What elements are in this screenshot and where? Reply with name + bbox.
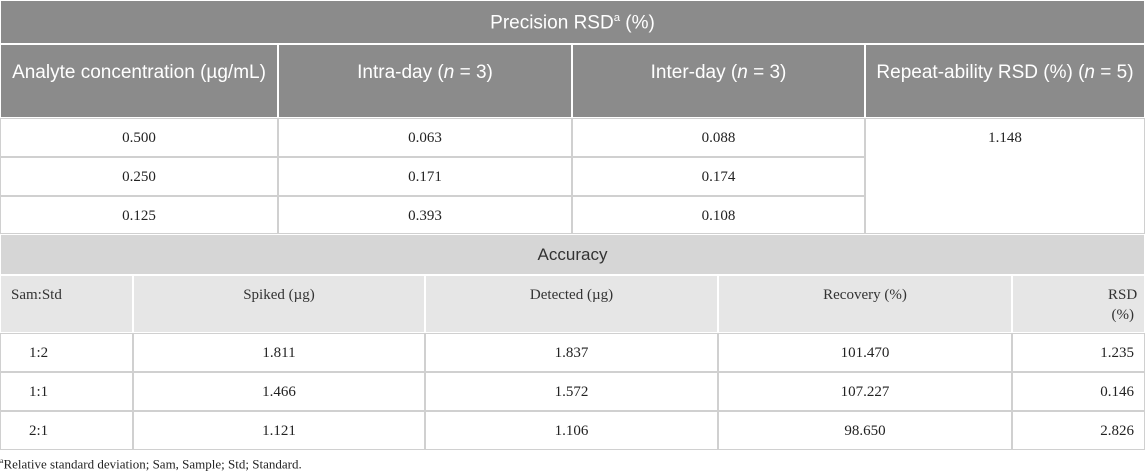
text-part: (%): [620, 12, 655, 34]
table-cell: 2:1: [0, 411, 133, 450]
table-cell: Recovery (%): [718, 275, 1012, 333]
table-cell: 1.811: [133, 333, 425, 372]
cell-text: 1.811: [262, 345, 296, 361]
footnote: aRelative standard deviation; Sam, Sampl…: [0, 453, 1145, 475]
text-part: Analyte concentration (µg/mL): [12, 62, 266, 83]
table-cell: Repeat-ability RSD (%) (n = 5): [865, 44, 1145, 118]
cell-text: Recovery (%): [823, 287, 907, 303]
cell-text: 0.063: [408, 130, 442, 146]
table-cell: 0.088: [572, 118, 865, 157]
text-part: Relative standard deviation; Sam, Sample…: [3, 456, 302, 472]
table-cell: 107.227: [718, 372, 1012, 411]
cell-text: Spiked (µg): [243, 287, 315, 303]
cell-text: 0.500: [122, 130, 156, 146]
table-cell: 2.826: [1012, 411, 1145, 450]
table-cell: 1:1: [0, 372, 133, 411]
text-part: n: [737, 62, 748, 83]
text-part: a: [613, 12, 621, 24]
table-cell: 0.171: [278, 157, 572, 196]
table-cell: 101.470: [718, 333, 1012, 372]
cell-text: 2:1: [29, 423, 49, 439]
cell-text: 0.171: [408, 169, 442, 185]
text-part: n: [443, 62, 455, 83]
table-cell: 0.063: [278, 118, 572, 157]
table-cell: 1.106: [425, 411, 718, 450]
table-cell: 1.148: [865, 118, 1145, 234]
table-cell: 1.572: [425, 372, 718, 411]
table-cell: 98.650: [718, 411, 1012, 450]
cell-text: 0.125: [122, 208, 156, 224]
cell-text: 1.235: [1100, 345, 1134, 361]
cell-text: 0.146: [1100, 384, 1134, 400]
text-part: Intra-day (: [357, 62, 444, 83]
table-cell: 0.393: [278, 196, 572, 234]
table-cell: 0.174: [572, 157, 865, 196]
cell-text: 107.227: [840, 384, 890, 400]
table-cell: Intra-day (n = 3): [278, 44, 572, 118]
cell-text: 1:2: [29, 345, 49, 361]
cell-text: RSD (%): [1108, 287, 1138, 323]
cell-text: 1.121: [262, 423, 296, 439]
table-cell: Sam:Std: [0, 275, 133, 333]
text-part: Repeat-ability RSD (%) (: [876, 62, 1085, 83]
table-cell: 0.146: [1012, 372, 1145, 411]
table-cell: Precision RSDa (%): [0, 0, 1145, 44]
table-cell: Analyte concentration (µg/mL): [0, 44, 278, 118]
table-cell: Accuracy: [0, 234, 1145, 275]
table-cell: Spiked (µg): [133, 275, 425, 333]
table-cell: Inter-day (n = 3): [572, 44, 865, 118]
cell-text: 1.106: [554, 423, 589, 439]
cell-text: 0.250: [122, 169, 156, 185]
text-part: n: [1084, 62, 1095, 83]
text-part: = 3): [747, 62, 787, 83]
table-cell: 1.837: [425, 333, 718, 372]
cell-text: 1.466: [262, 384, 296, 400]
text-part: = 3): [454, 62, 493, 83]
table-cell: Detected (µg): [425, 275, 718, 333]
table-cell: 1:2: [0, 333, 133, 372]
cell-text: Sam:Std: [11, 287, 62, 303]
table-cell: 0.108: [572, 196, 865, 234]
table-cell: 1.235: [1012, 333, 1145, 372]
cell-text: 0.393: [408, 208, 442, 224]
text-part: Precision RSD: [490, 12, 614, 34]
cell-text: Accuracy: [537, 245, 608, 264]
cell-text: 1.837: [554, 345, 589, 361]
table-cell: 0.250: [0, 157, 278, 196]
cell-text: 101.470: [840, 345, 890, 361]
cell-text: 1.572: [554, 384, 589, 400]
cell-text: 0.174: [701, 169, 736, 185]
text-part: = 5): [1095, 62, 1134, 83]
cell-text: 1:1: [29, 384, 49, 400]
table-cell: 0.125: [0, 196, 278, 234]
cell-text: 0.088: [701, 130, 736, 146]
cell-text: Detected (µg): [529, 287, 614, 303]
cell-text: 98.650: [844, 423, 886, 439]
cell-text: 2.826: [1100, 423, 1134, 439]
table-cell: 0.500: [0, 118, 278, 157]
cell-text: 0.108: [701, 208, 736, 224]
text-part: a: [0, 456, 4, 465]
table-cell: 1.121: [133, 411, 425, 450]
cell-text: 1.148: [988, 130, 1022, 146]
table-cell: 1.466: [133, 372, 425, 411]
text-part: Inter-day (: [650, 62, 738, 83]
table-cell: RSD (%): [1012, 275, 1145, 333]
